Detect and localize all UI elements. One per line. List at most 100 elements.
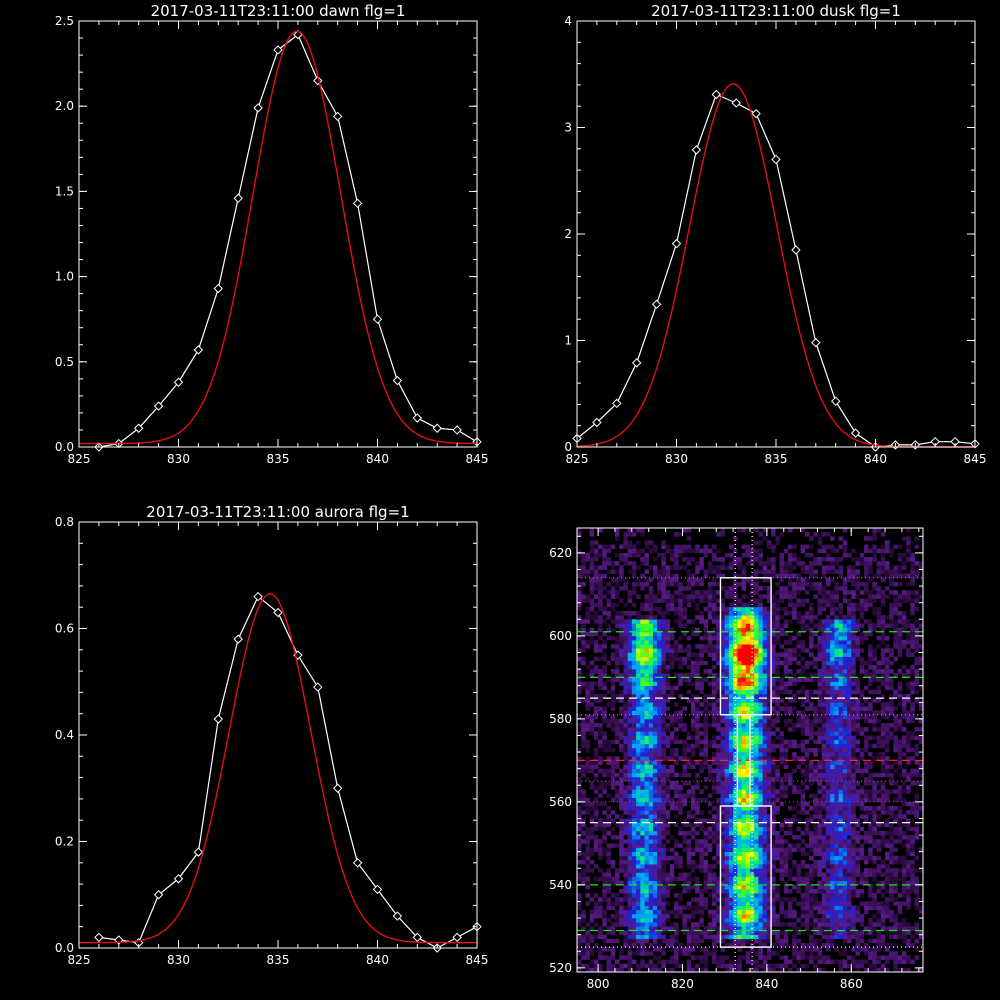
y-tick-label: 520	[549, 961, 572, 975]
axes-frame	[78, 521, 478, 949]
data-point	[691, 145, 702, 155]
data-point	[273, 45, 283, 55]
x-tick-label: 835	[765, 452, 788, 466]
data-point	[193, 345, 204, 355]
data-point	[612, 398, 622, 409]
x-tick-label: 800	[587, 977, 610, 991]
axes-frame	[576, 20, 976, 448]
panel-image: 800 820 840 860 520 540 560 580 600 620	[549, 527, 924, 991]
x-tick-label: 830	[167, 452, 190, 466]
data-point	[213, 714, 224, 724]
y-tick-label: 0.2	[55, 835, 74, 849]
data-point	[153, 401, 164, 411]
data-point	[671, 238, 682, 249]
x-tick-label: 820	[671, 977, 694, 991]
data-point	[372, 314, 383, 324]
panel-dusk: 2017-03-11T23:11:00 dusk flg=1 825 830 835 8…	[564, 2, 986, 466]
data-point	[352, 198, 363, 209]
x-tick-label: 840	[755, 977, 778, 991]
data-line	[576, 93, 976, 448]
y-tick-label: 0.5	[55, 355, 74, 369]
x-tick-label: 825	[68, 452, 91, 466]
data-point	[332, 111, 343, 122]
data-point	[153, 890, 164, 900]
data-point	[332, 783, 343, 793]
data-point	[771, 154, 781, 165]
x-tick-label: 845	[964, 452, 987, 466]
data-point	[452, 425, 462, 435]
panel-title: 2017-03-11T23:11:00 aurora flg=1	[146, 503, 409, 521]
y-tick-label: 540	[549, 878, 572, 892]
y-tick-label: 0.0	[55, 440, 74, 454]
fit-curve	[79, 593, 477, 944]
data-point	[392, 375, 403, 386]
y-tick-label: 0.6	[55, 622, 74, 636]
data-point	[711, 89, 722, 100]
data-point	[412, 413, 423, 423]
x-tick-label: 860	[840, 977, 863, 991]
fit-curve	[79, 30, 478, 445]
y-tick-label: 620	[549, 546, 572, 560]
y-tick-label: 0.0	[55, 941, 74, 955]
data-point	[791, 245, 801, 255]
panel-title: 2017-03-11T23:11:00 dusk flg=1	[651, 2, 901, 20]
data-point	[372, 884, 383, 895]
data-point	[651, 299, 662, 309]
x-tick-label: 840	[366, 953, 389, 967]
panel-aurora: 2017-03-11T23:11:00 aurora flg=1 825 830 83…	[55, 503, 489, 967]
data-point	[94, 932, 104, 943]
data-point	[273, 607, 283, 618]
data-point	[731, 98, 741, 108]
x-tick-label: 835	[267, 452, 290, 466]
x-tick-label: 845	[466, 953, 489, 967]
y-tick-label: 0	[564, 440, 572, 454]
data-point	[313, 682, 323, 692]
axes-frame	[78, 20, 478, 448]
data-point	[392, 911, 403, 921]
region-box-2	[736, 714, 751, 807]
data-point	[133, 423, 144, 433]
y-tick-label: 2.0	[55, 99, 74, 113]
y-tick-label: 600	[549, 629, 572, 643]
x-tick-label: 830	[167, 953, 190, 967]
data-point	[213, 283, 224, 294]
y-tick-label: 1	[564, 334, 572, 348]
y-tick-label: 1.5	[55, 184, 74, 198]
y-tick-label: 4	[564, 14, 572, 28]
data-point	[253, 591, 263, 602]
y-tick-label: 0.8	[55, 515, 74, 529]
data-point	[830, 396, 841, 406]
data-line	[98, 595, 478, 949]
x-tick-label: 845	[466, 452, 489, 466]
y-tick-label: 0.4	[55, 728, 74, 742]
data-point	[253, 103, 263, 113]
data-point	[352, 858, 363, 868]
y-tick-label: 2.5	[55, 14, 74, 28]
data-point	[432, 423, 442, 433]
data-point	[173, 874, 184, 884]
data-point	[412, 932, 423, 943]
x-tick-label: 825	[68, 953, 91, 967]
y-tick-label: 3	[564, 121, 572, 135]
data-point	[631, 358, 642, 368]
x-tick-label: 825	[566, 452, 589, 466]
y-tick-label: 1.0	[55, 270, 74, 284]
y-tick-label: 580	[549, 712, 572, 726]
heatmap-image	[577, 528, 923, 972]
data-point	[233, 193, 243, 203]
data-point	[173, 377, 184, 387]
x-tick-label: 840	[864, 452, 887, 466]
panel-title: 2017-03-11T23:11:00 dawn flg=1	[151, 2, 406, 20]
data-point	[193, 847, 204, 857]
data-point	[452, 932, 462, 943]
data-point	[850, 428, 861, 438]
y-tick-label: 560	[549, 795, 572, 809]
x-tick-label: 840	[366, 452, 389, 466]
data-line	[98, 33, 478, 448]
y-tick-label: 2	[564, 227, 572, 241]
data-point	[592, 417, 602, 428]
data-point	[811, 337, 821, 348]
x-tick-label: 830	[665, 452, 688, 466]
data-point	[751, 108, 761, 119]
